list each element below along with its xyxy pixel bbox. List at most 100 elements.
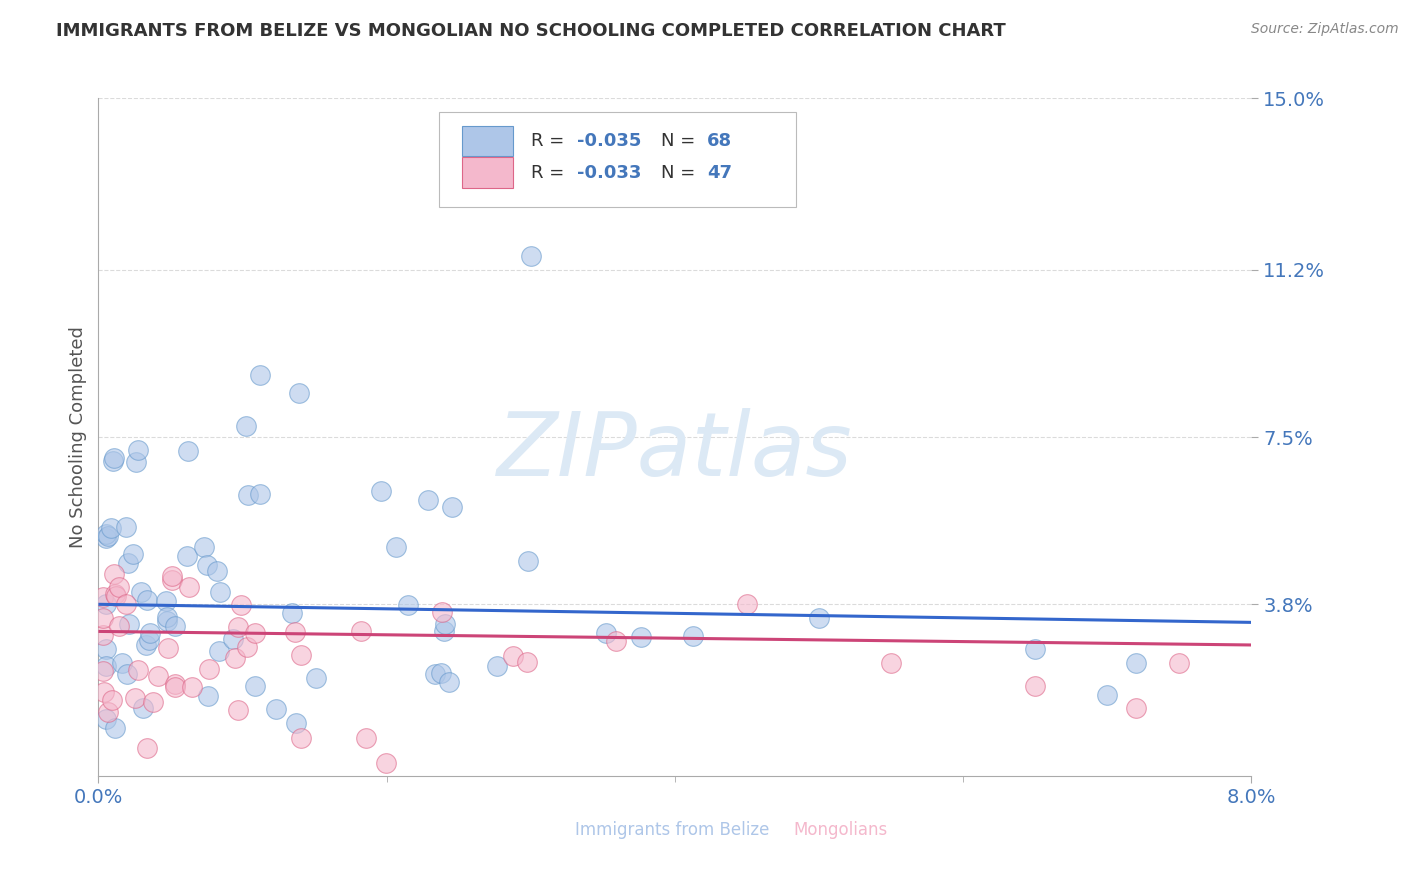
Y-axis label: No Schooling Completed: No Schooling Completed [69, 326, 87, 548]
Point [91, 628, 114, 642]
Point [1024, 642, 1046, 657]
Point [432, 605, 454, 619]
Point [236, 488, 259, 502]
Point [176, 549, 198, 564]
Point [163, 681, 186, 695]
Text: ZIPatlas: ZIPatlas [498, 408, 852, 493]
Point [177, 444, 200, 458]
Text: Mongolians: Mongolians [793, 821, 887, 838]
Text: Source: ZipAtlas.com: Source: ZipAtlas.com [1251, 22, 1399, 37]
Point [115, 667, 138, 681]
Point [221, 632, 243, 646]
Point [96, 658, 118, 673]
Text: IMMIGRANTS FROM BELIZE VS MONGOLIAN NO SCHOOLING COMPLETED CORRELATION CHART: IMMIGRANTS FROM BELIZE VS MONGOLIAN NO S… [56, 22, 1005, 40]
Point [107, 580, 129, 594]
Point [516, 655, 538, 669]
Point [208, 644, 231, 658]
Point [354, 731, 377, 745]
Point [595, 625, 617, 640]
Text: N =: N = [661, 132, 702, 150]
Point [136, 592, 159, 607]
Point [520, 249, 543, 263]
Point [125, 455, 148, 469]
Point [124, 690, 146, 705]
Point [198, 662, 221, 676]
Point [290, 731, 312, 746]
Point [249, 368, 271, 382]
Point [101, 454, 124, 468]
Point [208, 584, 231, 599]
Text: Immigrants from Belize: Immigrants from Belize [575, 821, 769, 838]
Point [135, 638, 157, 652]
Point [118, 616, 141, 631]
Point [243, 625, 266, 640]
Point [236, 640, 259, 654]
Point [423, 666, 446, 681]
Point [432, 624, 454, 638]
Point [94, 531, 117, 545]
Point [880, 656, 903, 670]
Point [1125, 656, 1147, 670]
Point [193, 540, 215, 554]
Point [396, 599, 419, 613]
Point [104, 589, 127, 603]
Text: -0.035: -0.035 [576, 132, 641, 150]
Point [91, 590, 114, 604]
Point [485, 659, 508, 673]
Point [226, 703, 249, 717]
Bar [537, 817, 565, 842]
Point [433, 617, 456, 632]
Point [93, 685, 115, 699]
Point [290, 648, 312, 662]
Point [91, 665, 114, 679]
Point [129, 585, 152, 599]
Text: 47: 47 [707, 164, 733, 182]
Point [111, 657, 134, 671]
Point [97, 705, 120, 719]
Point [229, 598, 252, 612]
Point [181, 680, 204, 694]
Point [441, 500, 464, 514]
Point [1024, 679, 1046, 693]
Point [115, 520, 138, 534]
Point [349, 624, 371, 638]
Point [135, 740, 157, 755]
Point [103, 566, 125, 581]
Bar [461, 157, 513, 188]
Text: R =: R = [531, 164, 569, 182]
Point [735, 597, 758, 611]
Point [160, 573, 183, 587]
Point [439, 674, 461, 689]
Point [224, 651, 246, 665]
Point [139, 626, 162, 640]
Point [195, 558, 218, 572]
Point [94, 526, 117, 541]
Point [375, 756, 398, 771]
Text: -0.033: -0.033 [576, 164, 641, 182]
Bar [755, 817, 785, 842]
Point [94, 641, 117, 656]
Point [165, 619, 187, 633]
Text: 68: 68 [707, 132, 733, 150]
Point [284, 716, 307, 731]
Point [157, 641, 180, 656]
Point [243, 679, 266, 693]
Point [146, 668, 169, 682]
Point [305, 672, 328, 686]
Point [155, 594, 177, 608]
Point [104, 722, 127, 736]
FancyBboxPatch shape [439, 112, 796, 207]
Point [121, 548, 143, 562]
Point [264, 702, 287, 716]
Point [94, 712, 117, 726]
Point [1097, 688, 1119, 702]
Point [430, 666, 453, 681]
Point [100, 521, 122, 535]
Point [160, 569, 183, 583]
Point [103, 450, 125, 465]
Point [114, 597, 136, 611]
Point [163, 677, 186, 691]
Point [235, 419, 257, 434]
Point [101, 693, 124, 707]
Point [138, 633, 160, 648]
